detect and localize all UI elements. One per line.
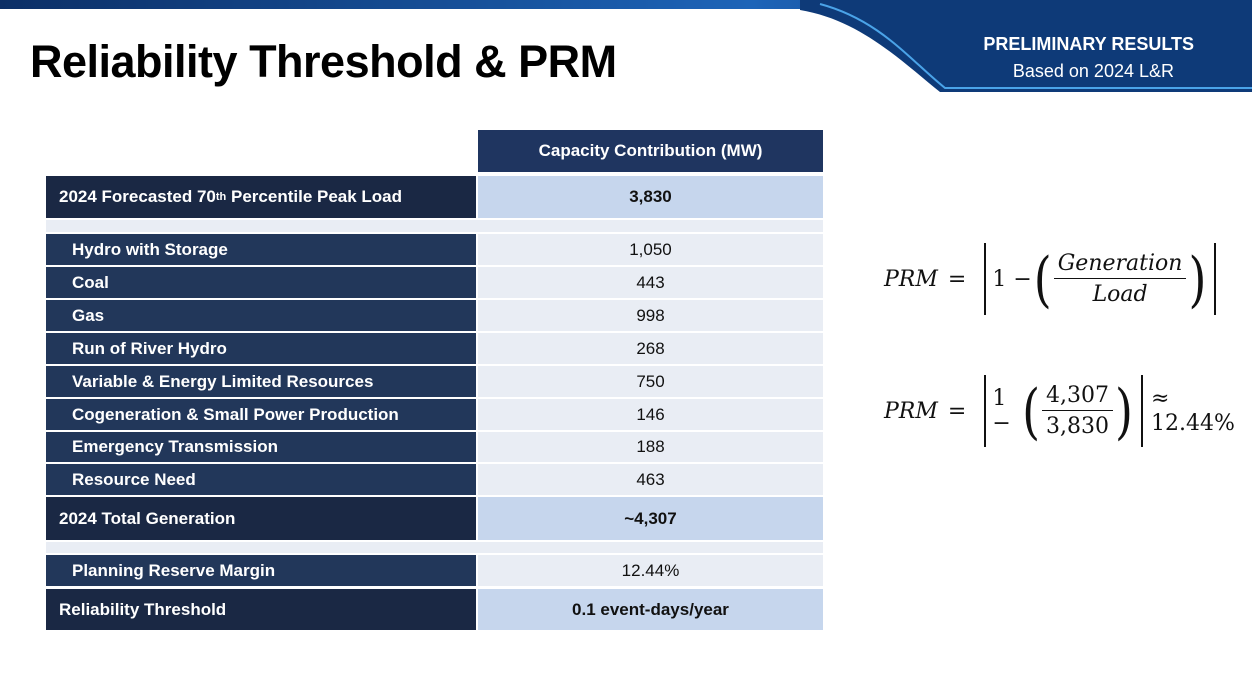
row-label: Cogeneration & Small Power Production [46, 399, 476, 430]
denominator: 3,830 [1046, 414, 1110, 439]
row-label: Emergency Transmission [46, 432, 476, 462]
row-value: 3,830 [478, 176, 823, 218]
spacer [46, 220, 823, 232]
formula-eq: = [947, 266, 967, 292]
row-label: 2024 Total Generation [46, 497, 476, 540]
formula-one-minus: 1 − [992, 266, 1032, 292]
row-value: 998 [478, 300, 823, 331]
row-label: Coal [46, 267, 476, 298]
row-value: 463 [478, 464, 823, 495]
formula-lhs: PRM [884, 266, 938, 292]
paren: ( [1022, 375, 1041, 447]
row-label: Hydro with Storage [46, 234, 476, 265]
row-value: 750 [478, 366, 823, 397]
formula: PRM = 1 −(Generation Load) [884, 243, 1224, 315]
formula-lhs: PRM [884, 398, 938, 424]
row-value: 188 [478, 432, 823, 462]
row-value: 443 [478, 267, 823, 298]
row-value: 0.1 event-days/year [478, 589, 823, 630]
absolute-value: 1 − (4,307 3,830) [984, 375, 1143, 447]
formula-one-minus: 1 − [992, 386, 1011, 436]
row-label: Gas [46, 300, 476, 331]
formula-approx: ≈ 12.44% [1150, 386, 1235, 436]
row-label: Planning Reserve Margin [46, 555, 476, 586]
label-text: 2024 Forecasted 70 [59, 187, 216, 206]
label-superscript: th [215, 191, 227, 203]
row-label: Variable & Energy Limited Resources [46, 366, 476, 397]
row-label: Resource Need [46, 464, 476, 495]
paren: ( [1033, 243, 1052, 315]
row-value: 12.44% [478, 555, 823, 586]
column-header: Capacity Contribution (MW) [478, 130, 823, 172]
row-value: 268 [478, 333, 823, 364]
paren: ) [1115, 375, 1133, 447]
fraction: Generation Load [1053, 251, 1187, 307]
numerator: 4,307 [1042, 383, 1114, 411]
denominator: Load [1092, 282, 1148, 307]
badge-line: PRELIMINARY RESULTS [983, 34, 1194, 54]
row-value: 146 [478, 399, 823, 430]
row-label: Run of River Hydro [46, 333, 476, 364]
row-label: Reliability Threshold [46, 589, 476, 630]
fraction: 4,307 3,830 [1042, 383, 1114, 439]
formula-eq: = [947, 398, 967, 424]
badge-line: Based on 2024 L&R [1012, 61, 1174, 81]
header-decoration [0, 0, 1252, 92]
row-value: ~4,307 [478, 497, 823, 540]
row-value: 1,050 [478, 234, 823, 265]
absolute-value: 1 −(Generation Load) [984, 243, 1217, 315]
paren: ) [1188, 243, 1207, 315]
formula: PRM = 1 − (4,307 3,830) ≈ 12.44% [884, 375, 1252, 447]
numerator: Generation [1053, 251, 1187, 279]
slide-title: Reliability Threshold & PRM [30, 36, 617, 87]
label-text: Percentile Peak Load [226, 187, 403, 206]
spacer [46, 542, 823, 553]
